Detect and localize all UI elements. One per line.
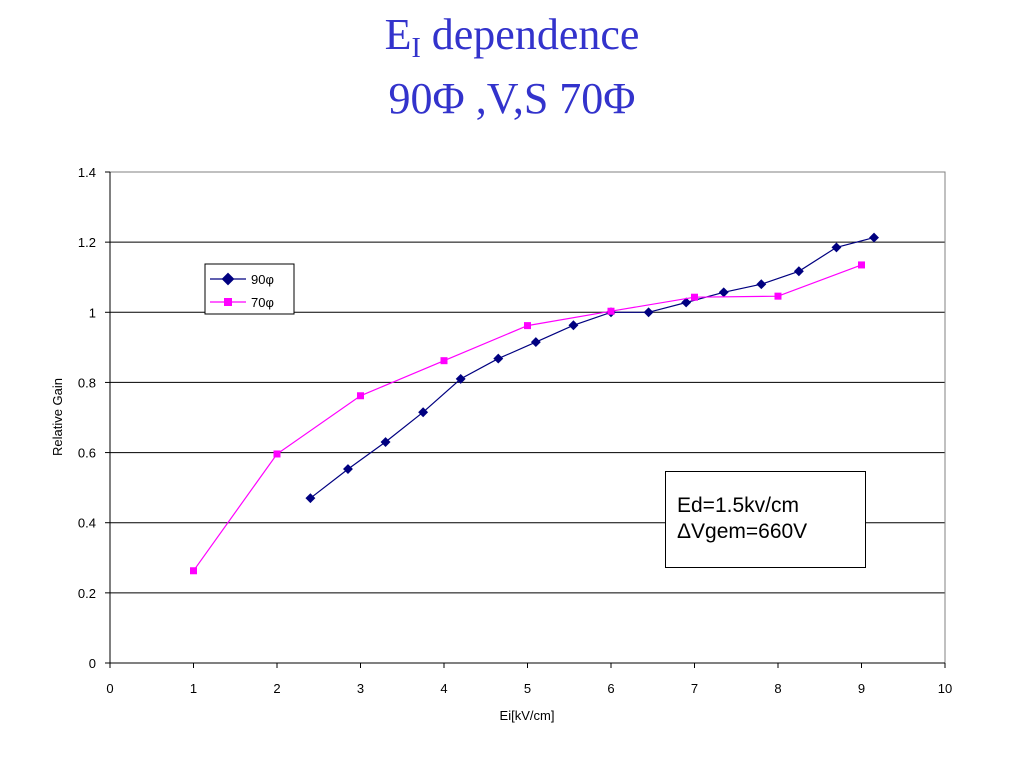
- title-line-2: 90Φ ,V,S 70Φ: [388, 74, 636, 123]
- data-point: [380, 437, 391, 447]
- legend-marker-90: [221, 272, 235, 286]
- y-tick-label: 0.8: [78, 375, 96, 390]
- y-tick-label: 1.2: [78, 235, 96, 250]
- data-point: [190, 567, 197, 575]
- y-tick-label: 0.4: [78, 516, 96, 531]
- data-point: [343, 464, 353, 475]
- y-tick-label: 1.4: [78, 165, 96, 180]
- x-tick-label: 8: [774, 681, 781, 696]
- x-tick-label: 2: [273, 681, 280, 696]
- x-tick-label: 7: [691, 681, 698, 696]
- series-70: [190, 261, 865, 575]
- data-point: [681, 297, 692, 308]
- data-point: [568, 320, 579, 331]
- legend-label-70: 70φ: [251, 295, 274, 310]
- x-tick-label: 5: [524, 681, 531, 696]
- data-point: [273, 450, 281, 458]
- data-point: [524, 322, 531, 330]
- data-point: [831, 242, 842, 253]
- title-subscript: I: [411, 33, 421, 64]
- x-tick-label: 0: [106, 681, 113, 696]
- y-tick-label: 0: [89, 656, 96, 671]
- data-point: [607, 307, 615, 315]
- series-line: [310, 237, 875, 499]
- slide-title: EI dependence 90Φ ,V,S 70Φ: [0, 10, 1024, 124]
- data-point: [869, 232, 879, 243]
- data-point: [418, 407, 429, 418]
- y-tick-label: 1: [89, 305, 96, 320]
- data-point: [793, 266, 804, 277]
- data-point: [305, 493, 316, 504]
- series-90: [305, 232, 879, 504]
- data-point: [440, 357, 448, 365]
- title-main-letter: E: [384, 10, 412, 59]
- data-point: [643, 307, 654, 318]
- data-point: [493, 353, 504, 364]
- data-point: [756, 279, 767, 290]
- y-tick-label: 0.2: [78, 586, 96, 601]
- x-axis-label: Ei[kV/cm]: [500, 708, 555, 723]
- tick-labels: 0 0.2 0.4 0.6 0.8 1 1.2 1.4 0 1 2 3 4 5 6 7 8 9 10: [78, 165, 952, 696]
- annotation-box: Ed=1.5kv/cm ΔVgem=660V: [665, 471, 866, 568]
- annotation-line-1: Ed=1.5kv/cm: [677, 494, 799, 517]
- legend: 90φ 70φ: [204, 263, 295, 315]
- x-tick-label: 1: [190, 681, 197, 696]
- data-point: [357, 392, 364, 400]
- data-point: [691, 293, 698, 301]
- y-tick-label: 0.6: [78, 446, 96, 461]
- axes: [105, 171, 946, 668]
- plot-area-border: [109, 171, 946, 664]
- x-tick-label: 10: [938, 681, 952, 696]
- legend-marker-70: [224, 298, 232, 306]
- data-point: [858, 261, 865, 269]
- y-axis-label: Relative Gain: [50, 378, 65, 456]
- legend-box: [204, 263, 295, 315]
- title-line-1: EI dependence: [0, 10, 1024, 74]
- annotation-line-2: ΔVgem=660V: [677, 520, 808, 543]
- x-tick-label: 6: [607, 681, 614, 696]
- data-point: [530, 337, 541, 348]
- x-tick-label: 4: [440, 681, 447, 696]
- title-rest: dependence: [420, 10, 640, 59]
- data-point: [774, 292, 782, 300]
- data-point: [718, 287, 729, 298]
- x-tick-label: 3: [357, 681, 364, 696]
- x-tick-label: 9: [858, 681, 865, 696]
- series-layer: [190, 232, 879, 575]
- data-point: [455, 373, 466, 384]
- legend-label-90: 90φ: [251, 272, 274, 287]
